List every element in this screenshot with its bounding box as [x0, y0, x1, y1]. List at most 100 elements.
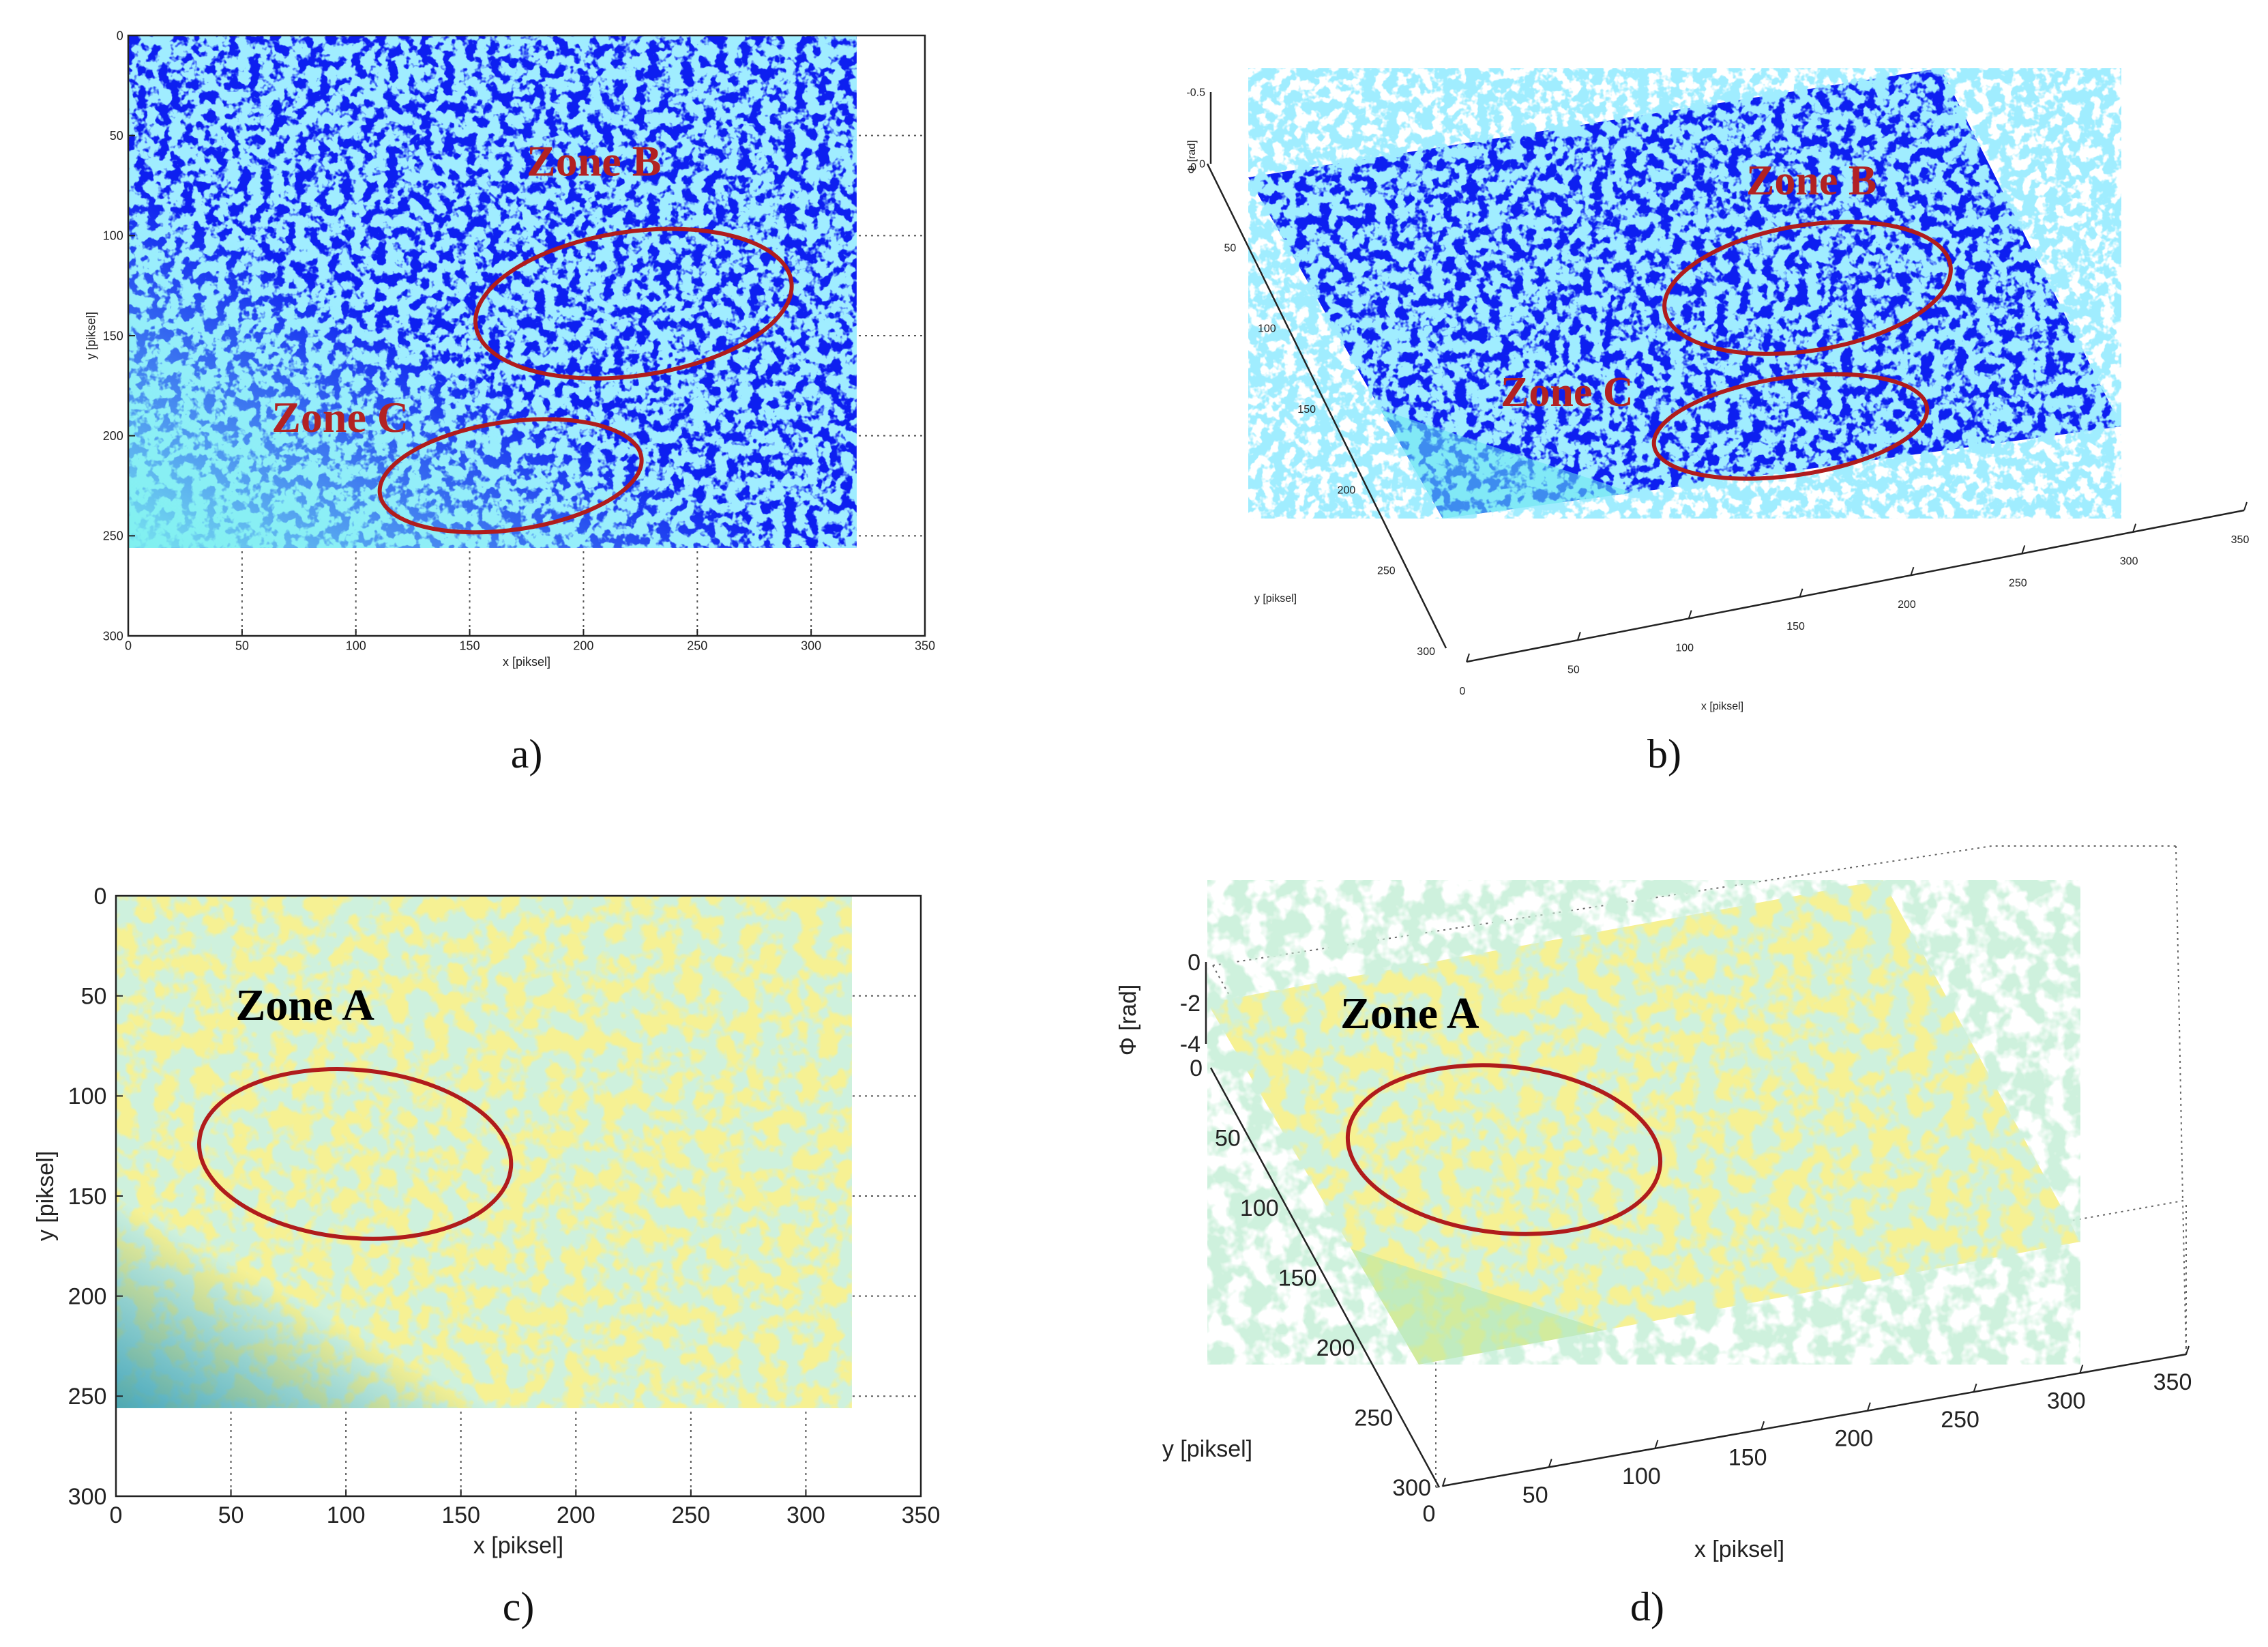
- y-tick-label: 250: [1354, 1405, 1393, 1431]
- x-tick: [2185, 1345, 2190, 1355]
- zone-ellipse: [473, 227, 794, 381]
- z-axis-label: Φ [rad]: [1186, 140, 1198, 173]
- x-tick-label: 200: [573, 639, 593, 653]
- z-tick-label: 0: [1188, 950, 1201, 976]
- y-tick-label: 100: [1258, 323, 1276, 335]
- panel-label: b): [1647, 731, 1681, 776]
- x-tick-label: 250: [687, 639, 707, 653]
- z-tick-label: -4: [1180, 1032, 1201, 1058]
- chart-panel-1: 0 50 100 150 200 250 300 350 0 50 100 150 200 250 300 -…: [1186, 68, 2249, 776]
- zone-ellipse: [377, 417, 644, 535]
- x-tick-label: 350: [2153, 1369, 2192, 1395]
- panel-label: c): [503, 1584, 535, 1629]
- surface-corner-shading: [1351, 1249, 1604, 1365]
- y-tick-label: 0: [1190, 162, 1196, 173]
- x-tick: [1688, 610, 1692, 619]
- x-tick-label: 200: [557, 1502, 595, 1528]
- x-tick-label: 0: [1460, 686, 1466, 697]
- zone-label: Zone B: [1746, 158, 1876, 204]
- y-tick-label: 200: [1338, 484, 1356, 496]
- y-tick-label: 300: [1392, 1475, 1431, 1501]
- y-tick-label: 300: [68, 1484, 107, 1510]
- y-tick-label: 200: [103, 429, 123, 443]
- x-axis-label: x [piksel]: [503, 655, 550, 669]
- x-tick-label: 50: [1567, 664, 1580, 675]
- x-axis-label: x [piksel]: [473, 1532, 563, 1558]
- z-axis-label: Φ [rad]: [1115, 985, 1141, 1056]
- y-tick-label: 200: [68, 1284, 107, 1310]
- chart-panel-a: 0 50 100 150 200 250 300 350 0 50 100 150 200 250 300 x…: [84, 29, 935, 776]
- z-tick-label: -2: [1180, 991, 1201, 1017]
- y-tick-label: 250: [68, 1384, 107, 1410]
- x-tick-label: 0: [125, 639, 132, 653]
- y-axis-line: [1209, 1067, 1441, 1488]
- x-tick-label: 150: [441, 1502, 480, 1528]
- y-tick-label: 100: [68, 1083, 107, 1109]
- x-tick-label: 0: [110, 1502, 123, 1528]
- x-tick: [2021, 545, 2026, 554]
- x-tick: [1466, 653, 1470, 662]
- chart-panel-c: 0 50 100 150 200 250 300 350 0 50 100 150 200 250 300 x…: [33, 884, 940, 1629]
- x-axis-label: x [piksel]: [1694, 1536, 1784, 1562]
- x-tick-label: 300: [2120, 556, 2138, 568]
- y-tick-label: 0: [1190, 1055, 1203, 1081]
- x-tick-label: 50: [235, 639, 249, 653]
- y-tick-label: 300: [103, 629, 123, 643]
- y-tick-label: 150: [103, 329, 123, 342]
- y-tick-label: 0: [117, 29, 123, 42]
- y-tick-label: 100: [103, 229, 123, 243]
- x-tick: [1442, 1477, 1446, 1487]
- x-tick-label: 150: [460, 639, 480, 653]
- image-corner-shading: [116, 896, 852, 1408]
- box-vertical: [2175, 845, 2183, 1201]
- x-tick: [1799, 588, 1803, 598]
- x-tick-label: 350: [2231, 534, 2250, 546]
- x-tick-label: 300: [2047, 1388, 2086, 1414]
- x-axis-line: [1442, 1353, 2187, 1487]
- x-tick: [1973, 1383, 1977, 1393]
- x-tick-label: 350: [915, 639, 935, 653]
- x-tick-label: 350: [902, 1502, 941, 1528]
- x-tick-label: 250: [671, 1502, 710, 1528]
- chart-panel-d: 0501001502002503003500501001502002503000…: [1115, 845, 2192, 1629]
- y-tick-label: 50: [1224, 242, 1237, 254]
- x-tick: [1576, 631, 1581, 641]
- x-tick-label: 200: [1898, 599, 1916, 611]
- y-tick-label: 0: [93, 884, 106, 909]
- x-tick-label: 300: [786, 1502, 825, 1528]
- x-tick-label: 0: [1423, 1501, 1436, 1527]
- image-corner-shading: [128, 35, 857, 548]
- x-tick-label: 100: [1675, 643, 1694, 654]
- zone-ellipse: [1345, 1063, 1663, 1236]
- x-tick: [1761, 1420, 1765, 1430]
- zone-label: Zone A: [235, 980, 374, 1030]
- x-tick-label: 250: [1941, 1407, 1979, 1433]
- zone-label: Zone C: [271, 393, 409, 441]
- y-tick-label: 50: [110, 129, 123, 143]
- x-tick: [1866, 1402, 1871, 1412]
- x-tick-label: 150: [1728, 1444, 1767, 1470]
- x-tick: [2079, 1365, 2084, 1373]
- zone-ellipse: [196, 1067, 514, 1241]
- panel-label: a): [511, 731, 543, 776]
- x-tick: [1548, 1459, 1552, 1468]
- y-tick-label: 50: [1215, 1126, 1241, 1152]
- x-axis-line: [1466, 509, 2245, 663]
- x-axis-label: x [piksel]: [1701, 701, 1743, 712]
- zone-label: Zone B: [527, 136, 661, 185]
- x-tick: [2243, 501, 2248, 511]
- y-tick-label: 50: [81, 984, 107, 1010]
- z-tick-label: -0.5: [1186, 87, 1205, 99]
- x-tick: [2132, 523, 2137, 533]
- x-tick-label: 50: [218, 1502, 244, 1528]
- y-tick-label: 150: [1297, 404, 1316, 416]
- x-tick-label: 300: [801, 639, 821, 653]
- zone-ellipse: [1651, 372, 1930, 481]
- y-tick-label: 200: [1316, 1335, 1355, 1361]
- x-tick: [1910, 566, 1915, 576]
- x-tick-label: 150: [1786, 621, 1805, 632]
- y-tick-label: 150: [68, 1184, 107, 1210]
- y-tick-label: 150: [1278, 1266, 1317, 1292]
- y-axis-label: y [piksel]: [33, 1151, 59, 1241]
